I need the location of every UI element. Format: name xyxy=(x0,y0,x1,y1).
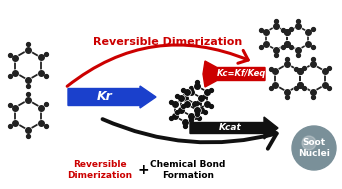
FancyArrowPatch shape xyxy=(103,119,277,149)
Text: Soot
Nuclei: Soot Nuclei xyxy=(298,138,330,158)
Text: Kc=Kf/Keq: Kc=Kf/Keq xyxy=(216,70,266,78)
Text: Chemical Bond
Formation: Chemical Bond Formation xyxy=(150,160,226,180)
Text: Kcat: Kcat xyxy=(219,123,241,132)
Text: Reversible Dimerization: Reversible Dimerization xyxy=(93,37,242,47)
Polygon shape xyxy=(190,117,278,139)
Circle shape xyxy=(302,136,316,150)
FancyArrow shape xyxy=(68,86,156,108)
FancyArrowPatch shape xyxy=(67,45,248,86)
Text: +: + xyxy=(137,163,149,177)
Text: Reversible
Dimerization: Reversible Dimerization xyxy=(67,160,133,180)
Circle shape xyxy=(292,126,336,170)
Text: Kr: Kr xyxy=(97,91,113,104)
Polygon shape xyxy=(203,61,265,87)
